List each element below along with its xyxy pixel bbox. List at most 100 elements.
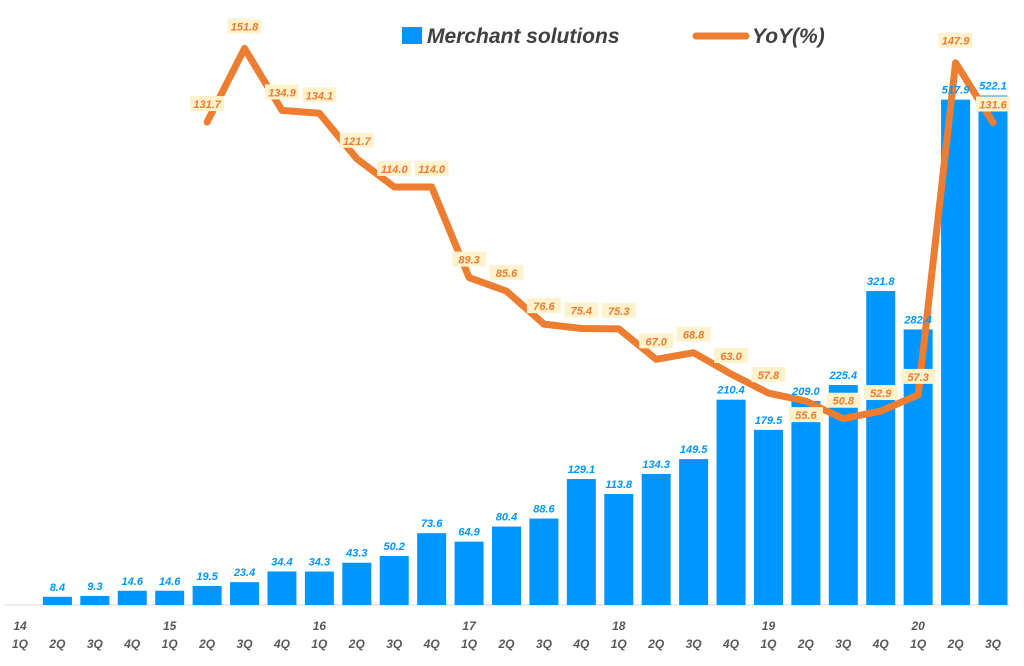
x-tick-label: 2Q: [647, 637, 665, 651]
line-data-label: 52.9: [870, 388, 892, 400]
bar-data-label: 64.9: [458, 527, 480, 539]
bar-data-label: 14.6: [159, 576, 181, 588]
x-year-label: 17: [462, 619, 477, 633]
line-data-label: 89.3: [458, 255, 479, 267]
line-label-bg: [639, 333, 674, 349]
line-data-label: 147.9: [942, 36, 970, 48]
line-data-label: 75.3: [608, 306, 629, 318]
line-data-label: 114.0: [381, 164, 409, 176]
x-year-label: 14: [13, 619, 27, 633]
x-year-label: 16: [313, 619, 327, 633]
line-label-bg: [788, 407, 823, 423]
bar: [192, 585, 222, 605]
x-tick-label: 3Q: [536, 637, 553, 651]
x-tick-label: 2Q: [947, 637, 965, 651]
bar: [117, 590, 147, 605]
line-data-label: 131.6: [979, 99, 1007, 111]
x-tick-label: 2Q: [198, 637, 216, 651]
bar-data-label: 34.3: [309, 557, 330, 569]
bar: [978, 95, 1008, 606]
x-tick-label: 4Q: [123, 637, 141, 651]
line-label-bg: [227, 18, 262, 34]
bar-data-label: 209.0: [791, 386, 820, 398]
x-tick-label: 4Q: [423, 637, 441, 651]
x-tick-label: 2Q: [797, 637, 815, 651]
x-year-label: 19: [762, 619, 776, 633]
line-label-bg: [863, 385, 898, 401]
bar-data-label: 225.4: [829, 370, 858, 382]
bar: [267, 571, 297, 605]
legend: Merchant solutions YoY(%): [402, 25, 825, 48]
bar: [304, 571, 334, 605]
line-data-label: 68.8: [683, 330, 705, 342]
bar: [80, 595, 110, 605]
line-label-bg: [377, 161, 412, 176]
line-data-label: 151.8: [231, 21, 259, 33]
bar: [342, 562, 372, 605]
x-tick-label: 1Q: [910, 637, 927, 651]
bar: [679, 459, 709, 605]
bar-data-label: 134.3: [642, 459, 670, 471]
line-data-label: 134.1: [306, 90, 334, 102]
x-tick-label: 1Q: [461, 637, 478, 651]
bar-data-label: 149.5: [680, 444, 708, 456]
line-data-label: 121.7: [343, 136, 371, 148]
line-label-bg: [826, 392, 861, 408]
line-data-label: 131.7: [193, 99, 221, 111]
x-year-label: 15: [163, 619, 177, 633]
line-label-bg: [452, 251, 487, 267]
bar: [566, 479, 596, 605]
bar-data-label: 129.1: [568, 464, 596, 476]
bar: [379, 556, 409, 605]
line-data-label: 50.8: [833, 396, 855, 408]
line-data-label: 57.8: [758, 370, 780, 382]
line-data-label: 75.4: [571, 306, 592, 318]
bar-data-label: 179.5: [755, 415, 783, 427]
line-data-label: 134.9: [268, 87, 296, 99]
bar-data-label: 321.8: [867, 276, 895, 288]
line-label-bg: [564, 302, 599, 318]
line-label-bg: [676, 326, 711, 342]
bar-data-label: 88.6: [533, 504, 555, 516]
x-tick-label: 3Q: [87, 637, 104, 651]
bar: [604, 493, 634, 605]
line-label-bg: [414, 161, 449, 176]
x-tick-label: 1Q: [611, 637, 628, 651]
legend-bar-label: Merchant solutions: [427, 25, 620, 48]
bar-data-label: 50.2: [384, 541, 405, 553]
x-tick-label: 2Q: [497, 637, 515, 651]
line-data-label: 55.6: [795, 410, 817, 422]
bar-data-label: 522.1: [979, 81, 1007, 93]
x-tick-label: 2Q: [48, 637, 66, 651]
yoy-line: [203, 44, 997, 423]
bar-data-label: 43.3: [345, 548, 367, 560]
x-tick-label: 1Q: [12, 637, 29, 651]
bar: [791, 401, 821, 605]
x-year-label: 20: [910, 619, 925, 633]
x-tick-label: 4Q: [722, 637, 740, 651]
bar-data-label: 23.4: [233, 567, 255, 579]
x-tick-label: 1Q: [760, 637, 777, 651]
x-tick-label: 3Q: [985, 637, 1002, 651]
line-label-bg: [901, 368, 936, 384]
line-label-bg: [526, 298, 561, 314]
bar: [492, 526, 521, 605]
x-tick-label: 4Q: [872, 637, 890, 651]
line-label-bg: [938, 32, 973, 48]
bar: [529, 518, 559, 605]
x-tick-label: 1Q: [311, 637, 328, 651]
line-data-label: 63.0: [720, 351, 742, 363]
bar-data-label: 9.3: [87, 581, 102, 593]
bar: [641, 473, 671, 605]
line-data-label: 76.6: [533, 301, 555, 313]
line-label-bg: [190, 96, 225, 112]
line-label-bg: [714, 348, 749, 363]
bar: [417, 533, 447, 605]
bar: [230, 582, 260, 605]
bar-data-label: 517.9: [942, 85, 970, 97]
line-label-bg: [302, 87, 337, 103]
line-label-bg: [489, 265, 524, 281]
legend-bar-swatch: [402, 27, 422, 44]
bar-data-label: 19.5: [196, 571, 218, 583]
